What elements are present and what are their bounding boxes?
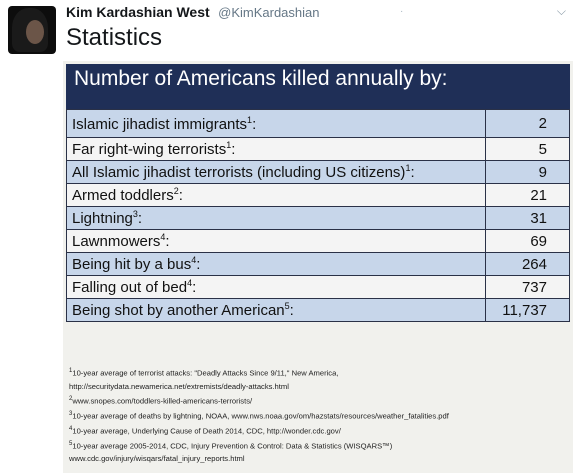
table-row: Islamic jihadist immigrants1: 2 (66, 109, 570, 138)
table-row: Falling out of bed4: 737 (66, 275, 570, 299)
footnote-text: www.cdc.gov/injury/wisqars/fatal_injury_… (69, 454, 245, 464)
avatar[interactable] (8, 6, 56, 54)
footnote-text: 10-year average of deaths by lightning, … (72, 411, 449, 421)
author-handle[interactable]: @KimKardashian (218, 5, 320, 20)
row-value: 264 (485, 252, 570, 276)
row-label-text: Lightning (72, 210, 133, 227)
table-row: Being shot by another American5: 11,737 (66, 298, 570, 322)
row-footnote-ref: 4 (191, 255, 197, 265)
footnote-text: 10-year average of terrorist attacks: "D… (72, 368, 339, 378)
footnote-text: www.snopes.com/toddlers-killed-americans… (72, 396, 253, 406)
avatar-face (26, 20, 44, 44)
table-row: All Islamic jihadist terrorists (includi… (66, 160, 570, 184)
footnote-line: 2www.snopes.com/toddlers-killed-american… (69, 393, 567, 408)
row-value: 21 (485, 183, 570, 207)
row-label: All Islamic jihadist terrorists (includi… (66, 160, 486, 184)
row-label-text: Being shot by another American (72, 302, 285, 319)
footnote-line: 410-year average, Underlying Cause of De… (69, 423, 567, 438)
row-label: Being shot by another American5: (66, 298, 486, 322)
table-row: Lightning3: 31 (66, 206, 570, 230)
footnote-line: http://securitydata.newamerica.net/extre… (69, 380, 567, 393)
row-footnote-ref: 1 (405, 163, 411, 173)
footnotes: 110-year average of terrorist attacks: "… (69, 365, 567, 466)
footnote-ref: 3 (69, 410, 73, 417)
row-value: 737 (485, 275, 570, 299)
footnote-ref: 5 (69, 440, 73, 447)
row-label-text: Falling out of bed (72, 279, 188, 296)
row-label: Lightning3: (66, 206, 486, 230)
footnote-line: www.cdc.gov/injury/wisqars/fatal_injury_… (69, 452, 567, 465)
row-footnote-ref: 5 (284, 301, 290, 311)
footnote-ref: 1 (69, 368, 73, 374)
row-label: Falling out of bed4: (66, 275, 486, 299)
footnote-ref: 2 (69, 396, 73, 403)
table-row: Lawnmowers4: 69 (66, 229, 570, 253)
row-footnote-ref: 4 (187, 278, 193, 288)
footnote-text: 10-year average 2005-2014, CDC, Injury P… (72, 441, 393, 451)
row-label-text: Islamic jihadist immigrants (72, 115, 248, 133)
row-value: 11,737 (485, 298, 570, 322)
table-row: Armed toddlers2: 21 (66, 183, 570, 207)
footnote-ref: 4 (69, 425, 73, 432)
chevron-down-icon[interactable]: ⌵ (556, 4, 566, 18)
footnote-line: 510-year average 2005-2014, CDC, Injury … (69, 438, 567, 453)
row-footnote-ref: 1 (226, 140, 232, 150)
row-label: Being hit by a bus4: (66, 252, 486, 276)
tweet-image[interactable]: Number of Americans killed annually by: … (63, 61, 573, 473)
table-row: Being hit by a bus4: 264 (66, 252, 570, 276)
row-footnote-ref: 2 (173, 186, 179, 196)
image-banner-title: Number of Americans killed annually by: (66, 64, 570, 110)
row-label-text: Armed toddlers (72, 187, 174, 204)
row-footnote-ref: 3 (132, 209, 138, 219)
row-value: 31 (485, 206, 570, 230)
statistics-table: Islamic jihadist immigrants1: 2 Far right-… (66, 109, 570, 322)
row-label-text: All Islamic jihadist terrorists (includi… (72, 164, 406, 181)
row-footnote-ref: 4 (160, 232, 166, 242)
footnote-line: 110-year average of terrorist attacks: "… (69, 365, 567, 380)
footnote-text: 10-year average, Underlying Cause of Dea… (72, 426, 341, 436)
row-label: Islamic jihadist immigrants1: (66, 109, 486, 138)
row-value: 2 (485, 109, 570, 138)
row-label-text: Lawnmowers (72, 233, 161, 250)
row-label: Lawnmowers4: (66, 229, 486, 253)
table-row: Far right-wing terrorists1: 5 (66, 137, 570, 161)
row-label-text: Being hit by a bus (72, 256, 192, 273)
row-value: 69 (485, 229, 570, 253)
row-value: 9 (485, 160, 570, 184)
row-footnote-ref: 1 (247, 114, 253, 125)
row-label: Armed toddlers2: (66, 183, 486, 207)
separator-dot: · (400, 6, 404, 17)
row-value: 5 (485, 137, 570, 161)
tweet-text: Statistics (66, 24, 163, 51)
tweet-header: Kim Kardashian West @KimKardashian · ⌵ (66, 4, 568, 24)
row-label-text: Far right-wing terrorists (72, 141, 227, 158)
author-name[interactable]: Kim Kardashian West (66, 4, 210, 20)
footnote-text: http://securitydata.newamerica.net/extre… (69, 381, 289, 391)
row-label: Far right-wing terrorists1: (66, 137, 486, 161)
footnote-line: 310-year average of deaths by lightning,… (69, 408, 567, 423)
